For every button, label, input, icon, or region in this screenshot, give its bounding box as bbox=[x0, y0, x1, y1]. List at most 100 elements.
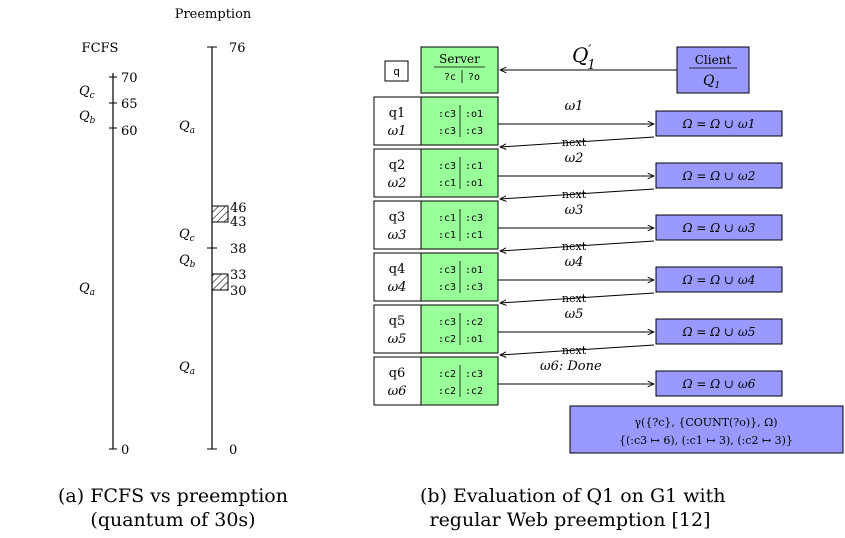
hatch-box-upper bbox=[211, 205, 229, 223]
hatch-box-lower bbox=[211, 273, 229, 291]
row-6-result-box bbox=[655, 370, 783, 397]
row-5-query-label: q5 bbox=[389, 314, 406, 329]
row-1-mapping-label: ω1 bbox=[388, 124, 407, 139]
preemption-timeline: Preemption 76 46 43 38 33 30 0 Qa Qc Qb … bbox=[175, 7, 252, 458]
row-6-binding-c-2: :c2 bbox=[438, 386, 456, 397]
row-3-result-label: Ω = Ω ∪ ω3 bbox=[682, 221, 756, 235]
q-box bbox=[384, 60, 409, 82]
row-2-binding-o-1: :c1 bbox=[465, 161, 483, 172]
row-1-result-label: Ω = Ω ∪ ω1 bbox=[682, 117, 756, 131]
row-5-result-box bbox=[655, 318, 783, 345]
caption-right-line-2: regular Web preemption [12] bbox=[429, 509, 711, 531]
row-4-binding-o-1: :o1 bbox=[465, 265, 483, 276]
row-3-query-label: q3 bbox=[389, 210, 406, 225]
row-3-binding-c-1: :c1 bbox=[438, 213, 456, 224]
row-2-mapping-label: ω2 bbox=[388, 176, 407, 191]
row-4-query-label: q4 bbox=[389, 262, 406, 277]
row-5-arrow-label: ω5 bbox=[565, 307, 584, 322]
row-3-query-box bbox=[373, 200, 422, 250]
row-3-arrow-label: ω3 bbox=[565, 203, 584, 218]
row-5-binding-c-1: :c3 bbox=[438, 317, 456, 328]
row-1-arrow-label: ω1 bbox=[565, 99, 584, 114]
row-5-binding-o-2: :o1 bbox=[465, 334, 483, 345]
pre-tick-label-33: 33 bbox=[230, 268, 247, 283]
row-4-arrow-label: ω4 bbox=[565, 255, 584, 270]
evaluation-diagram: q Server ?c ?o Q′ 1 Client Q1 q1 ω1:c3:o1:… bbox=[373, 43, 844, 454]
pre-tick-label-0: 0 bbox=[229, 443, 237, 458]
aggregate-line-2: {(:c3 ↦ 6), (:c1 ↦ 3), (:c2 ↦ 3)} bbox=[619, 434, 793, 447]
row-2-result-label: Ω = Ω ∪ ω2 bbox=[682, 169, 756, 183]
pre-tick-label-30: 30 bbox=[230, 284, 247, 299]
row-5-result-label: Ω = Ω ∪ ω5 bbox=[682, 325, 756, 339]
row-4-result-label: Ω = Ω ∪ ω4 bbox=[682, 273, 756, 287]
row-4-query-box bbox=[373, 252, 422, 302]
q-box-label: q bbox=[393, 65, 400, 78]
row-2-result-box bbox=[655, 162, 783, 189]
aggregate-box bbox=[569, 405, 844, 454]
fcfs-title: FCFS bbox=[82, 41, 119, 56]
row-4-result-box bbox=[655, 266, 783, 293]
row-6-result-label: Ω = Ω ∪ ω6 bbox=[682, 377, 756, 391]
caption-left-line-2: (quantum of 30s) bbox=[90, 509, 256, 531]
pre-query-qa-top: Qa bbox=[179, 119, 195, 136]
row-5-bindings-box bbox=[420, 304, 499, 354]
row-1-binding-o-2: :c3 bbox=[465, 126, 483, 137]
row-5-next-arrow bbox=[500, 344, 655, 355]
fcfs-tick-label-60: 60 bbox=[121, 124, 138, 139]
row-6-bindings-box bbox=[420, 356, 499, 406]
row-1-binding-o-1: :o1 bbox=[465, 109, 483, 120]
q-prime-label: Q′ 1 bbox=[572, 43, 596, 73]
pre-tick-label-43: 43 bbox=[230, 215, 247, 230]
pre-query-qc: Qc bbox=[179, 227, 195, 244]
row-5-next-label: next bbox=[562, 344, 587, 357]
row-5-mapping-label: ω5 bbox=[388, 332, 407, 347]
row-1-query-label: q1 bbox=[389, 106, 406, 121]
row-3-next-arrow bbox=[500, 240, 655, 251]
fcfs-tick-label-0: 0 bbox=[121, 443, 129, 458]
row-6-arrow-label: ω6: Done bbox=[540, 359, 602, 374]
row-6-query-label: q6 bbox=[389, 366, 406, 381]
row-6-binding-o-1: :c3 bbox=[465, 369, 483, 380]
client-query: Q1 bbox=[703, 73, 720, 91]
client-box bbox=[676, 46, 750, 94]
pre-query-qb: Qb bbox=[179, 253, 196, 270]
row-2-binding-c-1: :c3 bbox=[438, 161, 456, 172]
row-6-binding-c-1: :c2 bbox=[438, 369, 456, 380]
row-1-next-arrow bbox=[500, 136, 655, 147]
quantum-rows: q1 ω1:c3:o1:c3:c3 ω1 Ω = Ω ∪ ω1 next q2 ω2:c3:… bbox=[373, 96, 783, 406]
row-4-bindings-box bbox=[420, 252, 499, 302]
row-2-query-box bbox=[373, 148, 422, 198]
row-3-binding-o-1: :c3 bbox=[465, 213, 483, 224]
server-title: Server bbox=[439, 52, 480, 66]
row-2-bindings-box bbox=[420, 148, 499, 198]
row-5-binding-c-2: :c2 bbox=[438, 334, 456, 345]
fcfs-tick-label-65: 65 bbox=[121, 97, 138, 112]
row-2-arrow-label: ω2 bbox=[565, 151, 584, 166]
caption-right-line-1: (b) Evaluation of Q1 on G1 with bbox=[420, 485, 726, 507]
server-var-o: ?o bbox=[468, 72, 480, 83]
row-3-next-label: next bbox=[562, 240, 587, 253]
fcfs-query-qc: Qc bbox=[79, 84, 95, 101]
fcfs-timeline: FCFS 70 65 60 0 Qc Qb Qa bbox=[79, 41, 138, 458]
row-2-binding-c-2: :c1 bbox=[438, 178, 456, 189]
fcfs-query-qa: Qa bbox=[79, 281, 95, 298]
row-2-next-label: next bbox=[562, 188, 587, 201]
row-1-result-box bbox=[655, 110, 783, 137]
row-3-bindings-box bbox=[420, 200, 499, 250]
row-1-next-label: next bbox=[562, 136, 587, 149]
row-4-binding-c-2: :c3 bbox=[438, 282, 456, 293]
fcfs-query-qb: Qb bbox=[79, 109, 96, 126]
row-4-binding-c-1: :c3 bbox=[438, 265, 456, 276]
fcfs-tick-label-70: 70 bbox=[121, 71, 138, 86]
row-3-result-box bbox=[655, 214, 783, 241]
aggregate-line-1: γ({?c}, {COUNT(?o)}, Ω) bbox=[634, 416, 777, 429]
pre-tick-label-46: 46 bbox=[230, 201, 247, 216]
caption-left-line-1: (a) FCFS vs preemption bbox=[58, 485, 288, 507]
row-6-binding-o-2: :c2 bbox=[465, 386, 483, 397]
pre-query-qa-bottom: Qa bbox=[179, 360, 195, 377]
preemption-title: Preemption bbox=[175, 7, 252, 22]
row-4-next-label: next bbox=[562, 292, 587, 305]
row-2-binding-o-2: :o1 bbox=[465, 178, 483, 189]
row-2-next-arrow bbox=[500, 188, 655, 199]
